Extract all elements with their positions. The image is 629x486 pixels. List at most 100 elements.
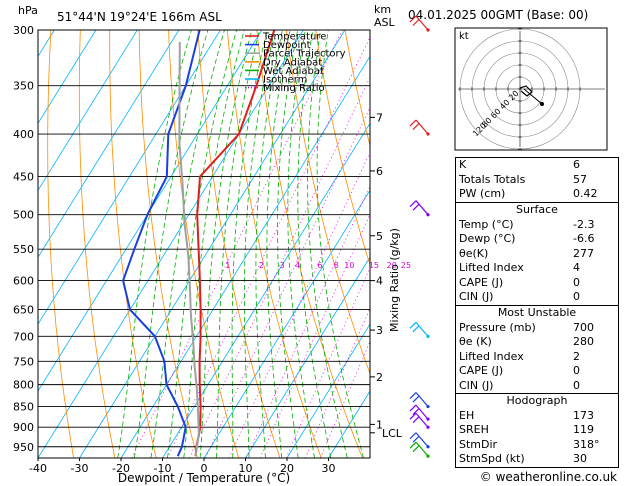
hodograph-stat-value: 318°: [573, 437, 600, 451]
pressure-tick-label: 900: [13, 421, 34, 434]
legend-label: Temperature: [262, 32, 326, 43]
mixing-ratio-line: [246, 185, 370, 458]
mixing-ratio-line: [319, 340, 370, 458]
most-unstable-value: 700: [573, 320, 594, 334]
most-unstable-value: 0: [573, 378, 580, 392]
surface-value: 277: [573, 246, 594, 260]
legend-label: Isotherm: [263, 75, 307, 86]
wind-barb: [409, 392, 430, 409]
isotherm-line: [38, 30, 180, 258]
dry-adiabat-line: [138, 30, 198, 458]
storm-motion-point: [540, 102, 544, 106]
hodograph-stat-row: EH 173: [456, 409, 618, 424]
asl-label: ASL: [374, 16, 396, 29]
wind-barb: [409, 432, 430, 449]
indices-panel: K 6 Totals Totals 57 PW (cm) 0.42: [455, 157, 619, 203]
surface-label: θe(K): [459, 246, 489, 260]
most-unstable-row: Lifted Index 2: [456, 350, 618, 365]
surface-value: -6.6: [573, 232, 595, 245]
hodograph-unit-label: kt: [459, 31, 469, 42]
pressure-tick-label: 600: [13, 275, 34, 288]
mixing-ratio-label: 8: [334, 261, 339, 270]
dry-adiabat-line: [315, 30, 370, 267]
wet-adiabat-line: [277, 30, 299, 458]
mixing-ratio-label: 25: [401, 261, 411, 270]
footer-credit: © weatheronline.co.uk: [479, 470, 617, 484]
most-unstable-label: Lifted Index: [459, 349, 524, 363]
x-tick-label: 30: [322, 462, 336, 475]
isotherm-line: [120, 55, 370, 458]
dry-adiabat-line: [256, 30, 363, 458]
index-row: Totals Totals 57: [456, 173, 618, 188]
isotherm-line: [38, 30, 304, 458]
most-unstable-label: CAPE (J): [459, 364, 504, 377]
dry-adiabat-line: [227, 30, 322, 458]
index-value: 0.42: [573, 187, 598, 200]
mixing-ratio-label: 6: [317, 261, 322, 270]
pressure-unit-label: hPa: [18, 4, 38, 17]
legend-label: Wet Adiabat: [263, 66, 324, 77]
altitude-tick-label: 6: [376, 165, 383, 178]
most-unstable-label: θe (K): [459, 335, 492, 348]
series-parcel-trajectory: [178, 41, 200, 457]
hodograph-stat-value: 30: [573, 452, 587, 465]
datetime-title: 04.01.2025 00GMT (Base: 00): [408, 8, 588, 22]
isotherm-line: [38, 30, 263, 392]
x-tick-label: -20: [112, 462, 130, 475]
mixing-ratio-line: [285, 266, 370, 458]
surface-panel: Surface Temp (°C) -2.3 Dewp (°C) -6.6 θe(K) 2…: [455, 202, 619, 306]
surface-label: CAPE (J): [459, 275, 504, 289]
dry-adiabat-line: [78, 30, 116, 458]
pressure-tick-label: 400: [13, 128, 34, 141]
wet-adiabat-line: [117, 30, 192, 458]
wet-adiabat-line: [167, 30, 237, 458]
x-tick-label: 10: [239, 462, 253, 475]
hodograph-stats-title: Hodograph: [506, 394, 568, 407]
surface-label: Lifted Index: [459, 261, 524, 274]
isotherm-line: [38, 30, 138, 192]
isotherm-line: [38, 30, 221, 325]
mixing-ratio-label: 3: [280, 261, 285, 270]
most-unstable-value: 0: [573, 364, 580, 377]
altitude-tick-label: 4: [376, 275, 383, 288]
dry-adiabat-line: [197, 30, 281, 458]
index-row: PW (cm) 0.42: [456, 187, 618, 202]
most-unstable-row: CIN (J) 0: [456, 379, 618, 394]
hodograph-stat-label: EH: [459, 408, 475, 422]
km-label: km: [374, 3, 391, 16]
surface-row: Dewp (°C) -6.6: [456, 232, 618, 247]
hodograph-trace: [519, 85, 533, 97]
isotherm-line: [79, 30, 346, 458]
dry-adiabat-line: [47, 30, 75, 458]
hodograph-stat-label: StmDir: [459, 437, 498, 451]
legend-label: Parcel Trajectory: [263, 49, 346, 60]
wet-adiabat-line: [287, 30, 315, 458]
wet-adiabat-line: [316, 30, 364, 458]
hodograph-stats-panel: Hodograph EH 173 SREH 119 StmDir 318° StmSpd (…: [455, 393, 619, 468]
pressure-tick-label: 950: [13, 441, 34, 454]
wet-adiabat-line: [297, 30, 332, 458]
surface-row: θe(K) 277: [456, 247, 618, 262]
mixing-ratio-label: 2: [259, 261, 264, 270]
most-unstable-row: CAPE (J) 0: [456, 364, 618, 379]
wind-barb: [409, 119, 430, 136]
mixing-ratio-label: 10: [344, 261, 354, 270]
most-unstable-label: CIN (J): [459, 378, 494, 392]
altitude-tick-label: 1: [376, 418, 383, 431]
x-tick-label: 0: [201, 462, 208, 475]
pressure-tick-label: 750: [13, 355, 34, 368]
wind-barb: [409, 200, 430, 217]
hodograph-stat-label: SREH: [459, 423, 489, 436]
hodograph-stat-row: StmSpd (kt) 30: [456, 452, 618, 467]
x-tick-label: -10: [154, 462, 172, 475]
hodograph-stat-row: StmDir 318°: [456, 438, 618, 453]
most-unstable-row: Pressure (mb) 700: [456, 321, 618, 336]
surface-row: CAPE (J) 0: [456, 276, 618, 291]
surface-label: Dewp (°C): [459, 232, 516, 245]
hodograph-stat-value: 173: [573, 408, 594, 422]
surface-label: Temp (°C): [459, 217, 514, 231]
mixing-ratio-line: [131, 30, 343, 458]
mixing-ratio-line: [259, 213, 370, 458]
